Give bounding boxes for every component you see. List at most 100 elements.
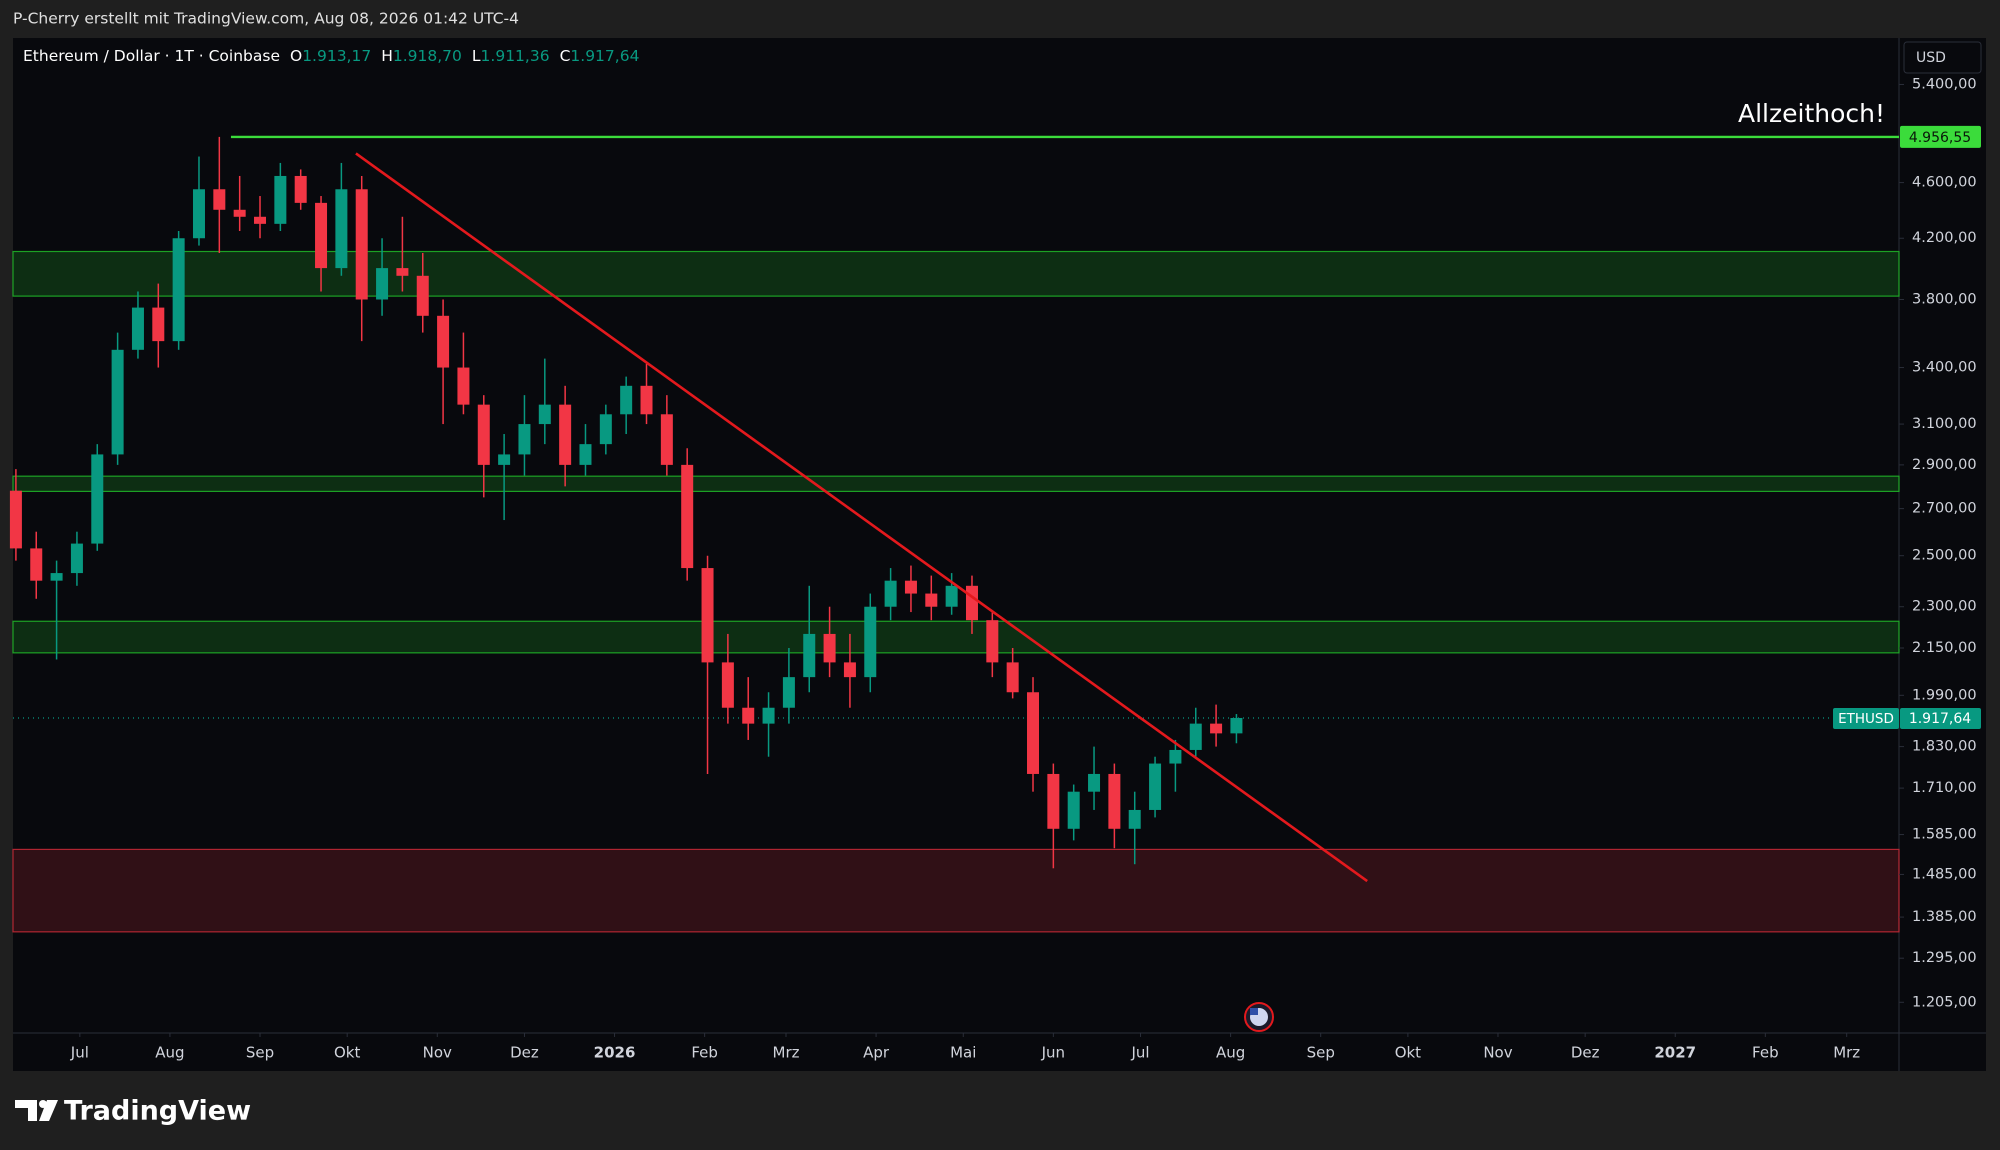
candle-body bbox=[50, 573, 63, 581]
candle-body bbox=[457, 367, 470, 405]
y-tick-label: 2.500,00 bbox=[1912, 548, 1977, 564]
candle-body bbox=[1189, 723, 1202, 750]
x-tick-label: Mrz bbox=[1833, 1044, 1860, 1062]
candle-body bbox=[233, 209, 246, 217]
ath-price-label: 4.956,55 bbox=[1909, 130, 1971, 146]
brand-logo: TradingView bbox=[15, 1096, 251, 1127]
candle-body bbox=[498, 454, 511, 465]
candle-body bbox=[152, 307, 165, 342]
y-tick-label: 1.990,00 bbox=[1912, 687, 1977, 703]
candle-body bbox=[213, 189, 226, 210]
x-tick-label: Dez bbox=[1571, 1044, 1600, 1062]
candle-body bbox=[620, 385, 633, 415]
candle-body bbox=[823, 633, 836, 663]
event-marker[interactable] bbox=[1244, 1002, 1274, 1032]
x-tick-label: Sep bbox=[246, 1044, 274, 1062]
candle-body bbox=[131, 307, 144, 350]
currency[interactable]: USD bbox=[1916, 50, 1946, 66]
symbol-name: Ethereum / Dollar · 1T · Coinbase bbox=[23, 47, 280, 65]
zone bbox=[12, 848, 1900, 933]
candle-body bbox=[1128, 809, 1141, 829]
ohlc-value: 1.918,70 bbox=[393, 47, 462, 65]
event-flag-canton bbox=[1250, 1008, 1258, 1015]
y-tick-label: 5.400,00 bbox=[1912, 76, 1977, 92]
y-tick-label: 1.830,00 bbox=[1912, 739, 1977, 755]
candle-body bbox=[91, 454, 104, 544]
candle-body bbox=[70, 543, 83, 574]
trend-line bbox=[355, 152, 1368, 883]
candle-body bbox=[884, 580, 897, 607]
x-tick-label: Nov bbox=[423, 1044, 452, 1062]
candle-body bbox=[762, 707, 775, 724]
y-tick-label: 4.600,00 bbox=[1912, 175, 1977, 191]
ohlc-value: 1.911,36 bbox=[481, 47, 550, 65]
y-tick-label: 3.800,00 bbox=[1912, 291, 1977, 307]
candle-body bbox=[599, 414, 612, 445]
ohlc-value: 1.913,17 bbox=[302, 47, 371, 65]
ohlc-value: 1.917,64 bbox=[570, 47, 639, 65]
candle-body bbox=[416, 275, 429, 316]
x-tick-label: 2026 bbox=[594, 1044, 636, 1062]
y-tick-label: 1.385,00 bbox=[1912, 909, 1977, 925]
logo-mark bbox=[15, 1100, 37, 1121]
candle-body bbox=[986, 620, 999, 663]
x-tick-label: Okt bbox=[1395, 1044, 1421, 1062]
candle-body bbox=[721, 662, 734, 708]
candle-body bbox=[538, 404, 551, 425]
y-tick-label: 1.710,00 bbox=[1912, 780, 1977, 796]
candle-body bbox=[254, 216, 267, 224]
candle-body bbox=[864, 606, 877, 678]
candle-body bbox=[518, 424, 531, 455]
candle-body bbox=[579, 444, 592, 465]
last-price-label: 1.917,64 bbox=[1909, 711, 1971, 727]
ohlc-label: H bbox=[381, 47, 393, 65]
ath-price-box bbox=[1900, 125, 1981, 148]
last-price-box bbox=[1900, 707, 1981, 729]
candle-body bbox=[1006, 662, 1019, 693]
candle-body bbox=[335, 189, 348, 269]
y-tick-label: 3.400,00 bbox=[1912, 360, 1977, 376]
brand-name: TradingView bbox=[64, 1096, 251, 1127]
candle-body bbox=[1047, 773, 1060, 829]
zone bbox=[12, 620, 1900, 654]
ohlc-label: C bbox=[560, 47, 571, 65]
candle-body bbox=[376, 268, 389, 300]
candle-body bbox=[192, 189, 205, 239]
annotation: Allzeithoch! bbox=[1738, 99, 1885, 128]
candle-body bbox=[782, 677, 795, 708]
x-tick-label: Sep bbox=[1307, 1044, 1335, 1062]
x-tick-label: Jul bbox=[1130, 1044, 1149, 1062]
x-tick-label: Feb bbox=[691, 1044, 718, 1062]
candle-body bbox=[30, 548, 43, 581]
x-tick-label: 2027 bbox=[1654, 1044, 1696, 1062]
candle-body bbox=[843, 662, 856, 678]
plot: Allzeithoch! bbox=[9, 99, 1900, 933]
currency-box[interactable] bbox=[1903, 41, 1982, 74]
y-tick-label: 2.300,00 bbox=[1912, 599, 1977, 615]
price-axis bbox=[1899, 38, 1986, 1033]
candle-body bbox=[437, 315, 450, 368]
symbol-label: ETHUSD bbox=[1838, 711, 1894, 727]
candle-body bbox=[396, 268, 409, 276]
y-tick-label: 1.585,00 bbox=[1912, 827, 1977, 843]
time-axis bbox=[13, 1033, 1986, 1071]
candle-body bbox=[640, 385, 653, 415]
candle-body bbox=[1230, 717, 1243, 734]
x-tick-label: Jun bbox=[1041, 1044, 1065, 1062]
x-tick-label: Okt bbox=[334, 1044, 360, 1062]
candle-body bbox=[1169, 749, 1182, 764]
x-tick-label: Aug bbox=[155, 1044, 184, 1062]
ohlc-label: L bbox=[472, 47, 481, 65]
candle-body bbox=[355, 189, 368, 300]
y-tick-label: 3.100,00 bbox=[1912, 416, 1977, 432]
logo-mark bbox=[39, 1100, 58, 1121]
y-tick-label: 1.485,00 bbox=[1912, 866, 1977, 882]
candle-body bbox=[1149, 763, 1162, 810]
candle-body bbox=[660, 414, 673, 465]
x-tick-label: Mrz bbox=[773, 1044, 800, 1062]
x-tick-label: Dez bbox=[510, 1044, 539, 1062]
x-tick-label: Nov bbox=[1483, 1044, 1512, 1062]
candle-body bbox=[111, 349, 124, 455]
